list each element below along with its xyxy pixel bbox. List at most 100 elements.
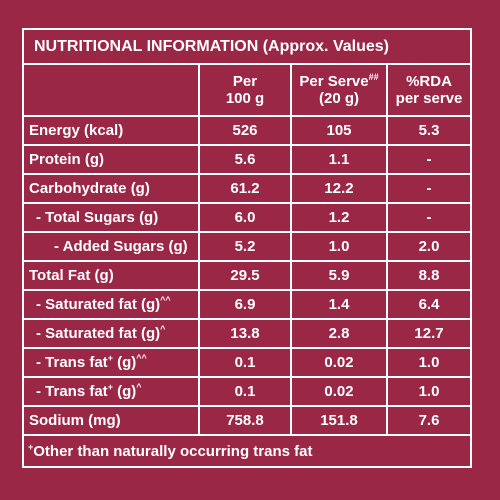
- nutrient-label: - Total Sugars (g): [22, 202, 200, 233]
- text: - Trans fat: [36, 383, 108, 400]
- nutrient-value: 1.2: [290, 202, 388, 233]
- nutrient-row: Protein (g) 5.6 1.1-: [22, 144, 473, 175]
- nutrient-value: 12.7: [385, 318, 473, 349]
- header-cell: %RDA per serve: [385, 63, 473, 117]
- text: Sodium (mg): [29, 412, 121, 429]
- nutrient-value: 6.4: [385, 289, 473, 320]
- nutrient-row: - Added Sugars (g) 5.2 1.0 2.0: [22, 231, 473, 262]
- nutrient-label: Carbohydrate (g): [22, 173, 200, 204]
- footnote-row: +Other than naturally occurring trans fa…: [21, 434, 473, 468]
- nutrient-value: 1.0: [385, 376, 473, 407]
- nutrient-value: 1.0: [385, 347, 473, 378]
- footnote: +Other than naturally occurring trans fa…: [21, 434, 473, 468]
- nutrient-value: 13.8: [198, 318, 292, 349]
- nutrient-row: Energy (kcal) 526 105 5.3: [22, 115, 473, 146]
- superscript: +: [28, 441, 34, 452]
- nutrient-label: - Saturated fat (g)^^: [22, 289, 200, 320]
- text: - Saturated fat (g): [36, 325, 161, 342]
- superscript: ##: [368, 72, 379, 82]
- superscript: +: [107, 353, 113, 363]
- superscript: ^^: [160, 295, 171, 305]
- nutrient-value: 12.2: [290, 173, 388, 204]
- nutrient-row: Sodium (mg) 758.8 151.8 7.6: [22, 405, 473, 436]
- nutrient-value: 5.3: [385, 115, 473, 146]
- nutrient-value: 61.2: [198, 173, 292, 204]
- header-cell: Per Serve## (20 g): [290, 63, 388, 117]
- nutrient-label: - Trans fat+ (g)^: [22, 376, 200, 407]
- text: (g): [112, 383, 137, 400]
- text: - Added Sugars (g): [54, 238, 188, 255]
- header-blank: [22, 63, 200, 117]
- nutrient-value: 1.0: [290, 231, 388, 262]
- nutrient-value: 2.0: [385, 231, 473, 262]
- text: Total Fat (g): [29, 267, 114, 284]
- header-line: per serve: [388, 90, 470, 107]
- nutrient-value: 105: [290, 115, 388, 146]
- title-row: NUTRITIONAL INFORMATION (Approx. Values): [21, 28, 473, 65]
- nutrient-value: 526: [198, 115, 292, 146]
- nutrient-value: 758.8: [198, 405, 292, 436]
- text: Carbohydrate (g): [29, 180, 150, 197]
- text: Per Serve: [299, 73, 369, 90]
- nutrient-row: Total Fat (g) 29.5 5.9 8.8: [22, 260, 473, 291]
- nutrient-value: 6.0: [198, 202, 292, 233]
- header-line: Per Serve##: [292, 72, 386, 91]
- nutrient-value: 0.02: [290, 376, 388, 407]
- text: Protein (g): [29, 151, 104, 168]
- header-line: %RDA: [388, 73, 470, 90]
- nutrient-label: Total Fat (g): [22, 260, 200, 291]
- header-cell: Per 100 g: [198, 63, 292, 117]
- nutrient-value: 29.5: [198, 260, 292, 291]
- nutrient-row: - Trans fat+ (g)^ 0.1 0.02 1.0: [22, 376, 473, 407]
- nutrient-value: -: [385, 144, 473, 175]
- nutrient-value: 5.6: [198, 144, 292, 175]
- nutrient-label: Energy (kcal): [22, 115, 200, 146]
- nutrient-value: 0.1: [198, 376, 292, 407]
- nutrient-label: Protein (g): [22, 144, 200, 175]
- superscript: ^: [136, 382, 142, 392]
- nutrient-value: -: [385, 202, 473, 233]
- text: (g): [112, 354, 137, 371]
- nutrient-label: - Trans fat+ (g)^^: [22, 347, 200, 378]
- nutrient-row: - Total Sugars (g) 6.0 1.2-: [22, 202, 473, 233]
- text: - Trans fat: [36, 354, 108, 371]
- superscript: ^: [160, 324, 166, 334]
- nutrient-label: - Added Sugars (g): [22, 231, 200, 262]
- text: 100 g: [225, 90, 265, 107]
- nutrient-value: 151.8: [290, 405, 388, 436]
- superscript: +: [107, 382, 113, 392]
- header-line: (20 g): [292, 90, 386, 107]
- text: Energy (kcal): [29, 122, 124, 139]
- text: - Saturated fat (g): [36, 296, 161, 313]
- nutrient-value: 6.9: [198, 289, 292, 320]
- nutrient-row: - Trans fat+ (g)^^ 0.1 0.02 1.0: [22, 347, 473, 378]
- text: (20 g): [318, 90, 359, 107]
- nutrient-value: 1.1: [290, 144, 388, 175]
- nutrient-row: - Saturated fat (g)^ 13.8 2.8 12.7: [22, 318, 473, 349]
- text: per serve: [395, 90, 463, 107]
- nutrient-value: 7.6: [385, 405, 473, 436]
- header-line: 100 g: [200, 90, 290, 107]
- nutrient-value: -: [385, 173, 473, 204]
- nutrient-value: 8.8: [385, 260, 473, 291]
- nutrient-value: 5.2: [198, 231, 292, 262]
- header-row: Per 100 g Per Serve## (20 g) %RDA per serve: [22, 63, 473, 117]
- nutrient-value: 0.1: [198, 347, 292, 378]
- text: Per: [232, 73, 258, 90]
- superscript: ^^: [136, 353, 147, 363]
- nutrient-value: 2.8: [290, 318, 388, 349]
- nutrient-row: Carbohydrate (g) 61.2 12.2-: [22, 173, 473, 204]
- nutrient-label: Sodium (mg): [22, 405, 200, 436]
- nutrient-value: 0.02: [290, 347, 388, 378]
- nutrient-row: - Saturated fat (g)^^ 6.9 1.4 6.4: [22, 289, 473, 320]
- nutrient-value: 1.4: [290, 289, 388, 320]
- nutrient-value: 5.9: [290, 260, 388, 291]
- header-line: Per: [200, 73, 290, 90]
- title: NUTRITIONAL INFORMATION (Approx. Values): [21, 28, 473, 65]
- text: - Total Sugars (g): [36, 209, 159, 226]
- text: Other than naturally occurring trans fat: [33, 442, 313, 460]
- text: %RDA: [406, 73, 452, 90]
- nutrition-table: NUTRITIONAL INFORMATION (Approx. Values)…: [21, 28, 473, 468]
- nutrient-label: - Saturated fat (g)^: [22, 318, 200, 349]
